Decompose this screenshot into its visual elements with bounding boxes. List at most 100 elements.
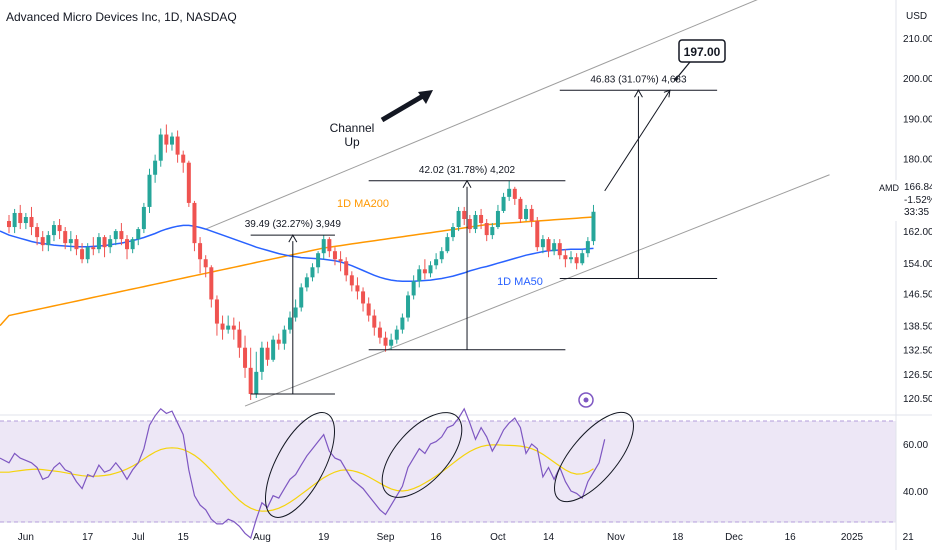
candle-body [130,239,135,250]
candle-body [23,216,28,224]
measure-arrowhead [462,179,472,189]
candle-body [248,367,253,394]
candle-body [557,243,562,256]
price-tag-change: -1.52% [904,195,932,206]
price-axis-label: 190.00 [903,114,932,125]
candle-body [361,291,366,304]
candle-body [68,239,73,244]
candle-body [147,174,152,207]
candle-body [186,162,191,203]
candle-body [394,329,399,340]
rsi-ma-line [0,444,594,512]
candle-body [271,339,276,360]
candle-body [591,211,596,242]
candle-body [169,136,174,145]
time-axis-label: Dec [725,532,743,543]
candle-body [102,237,107,248]
price-axis-label: 154.00 [903,259,932,270]
time-axis-label: 21 [903,532,915,543]
candle-body [108,239,113,248]
candle-body [501,196,506,211]
price-axis-label: 162.00 [903,227,932,238]
candle-body [153,160,158,175]
candle-body [293,307,298,318]
ma50-line [0,224,594,283]
time-axis-label: 18 [672,532,684,543]
candle-body [63,231,68,244]
chart-title: Advanced Micro Devices Inc, 1D, NASDAQ [6,10,237,24]
candle-body [450,227,455,238]
candle-body [158,134,163,161]
rsi-line [0,407,606,540]
candle-body [304,277,309,288]
channel-label-line2: Up [344,135,360,149]
candle-body [192,202,197,244]
time-axis-label: 17 [82,532,94,543]
candle-body [310,267,315,278]
target-label: 197.00 [684,45,721,59]
candle-body [546,239,551,252]
candle-body [406,295,411,318]
price-axis-label: 180.00 [903,155,932,166]
candle-body [288,317,292,330]
candle-body [507,188,512,197]
candle-body [332,251,337,260]
candle-body [372,315,377,328]
rsi-axis-label: 60.00 [903,440,928,451]
candle-body [265,347,270,360]
candle-body [355,285,360,292]
candle-body [46,235,51,246]
time-axis-label: 19 [318,532,330,543]
price-axis-label: 126.50 [903,370,932,381]
candle-body [439,251,444,260]
price-axis-label: 132.50 [903,346,932,357]
candle-body [585,241,590,254]
channel-arrow-shaft [380,90,430,123]
time-axis-label: 15 [178,532,190,543]
candle-body [209,267,214,300]
candle-body [321,239,326,254]
rsi-ellipse-3 [553,411,635,503]
candle-body [119,231,124,240]
candle-body [80,249,85,260]
time-axis-label: Sep [377,532,395,543]
candle-body [400,317,405,330]
candle-body [7,221,11,228]
time-axis-label: 14 [543,532,555,543]
candle-body [231,325,236,330]
candle-body [467,219,472,230]
projection-arrow [604,90,671,192]
candle-body [175,136,180,155]
target-box [678,39,726,63]
candle-body [344,261,349,276]
candle-body [428,265,433,274]
candle-body [57,225,62,232]
candle-body [243,347,248,368]
candle-body [299,287,304,308]
candle-body [259,347,264,372]
price-tag-last: 166.84 [904,182,932,193]
currency-label: USD [906,11,928,22]
candle-body [51,225,56,236]
candle-body [35,227,40,238]
ma200-label: 1D MA200 [337,198,389,210]
measure-arrowhead [634,89,643,98]
time-axis-label: Aug [253,532,271,543]
time-axis-label: Jun [18,532,34,543]
candle-body [338,259,343,262]
candle-body [422,269,427,274]
candle-body [29,216,34,228]
measure-label: 42.02 (31.78%) 4,202 [419,165,516,176]
price-axis-label: 210.00 [903,34,932,45]
candle-body [125,239,130,250]
candle-body [389,339,394,346]
candle-body [40,237,45,246]
candle-body [456,210,461,228]
channel-label-line1: Channel [330,121,375,135]
time-axis-label: 16 [785,532,797,543]
candle-body [113,231,118,240]
time-axis-label: Nov [607,532,625,543]
candle-body [518,198,523,220]
candle-body [164,134,169,145]
